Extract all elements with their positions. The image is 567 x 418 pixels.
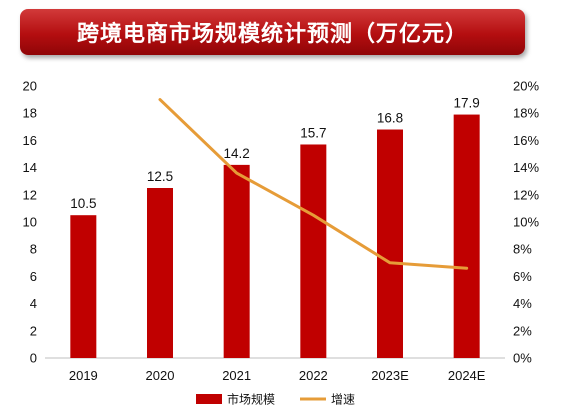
right-axis-tick-label: 12% [513, 187, 539, 202]
chart-axes: 0 2 4 6 8 10 12 14 16 18 20 0% 2% 4% 6% 8% 10% 12% 14% 16% 1… [23, 79, 540, 384]
right-axis-tick-label: 16% [513, 133, 539, 148]
data-label: 10.5 [70, 196, 96, 211]
bar-2021 [223, 164, 250, 358]
x-axis-tick-label: 2024E [448, 368, 486, 383]
x-axis-tick-label: 2023E [371, 368, 409, 383]
growth-line-series [158, 98, 469, 270]
left-axis-tick-label: 18 [23, 106, 37, 121]
data-label: 15.7 [300, 125, 326, 140]
x-axis-tick-label: 2020 [146, 368, 175, 383]
left-axis-tick-label: 20 [23, 79, 37, 94]
growth-line [158, 98, 469, 270]
right-axis-tick-label: 4% [513, 296, 532, 311]
bar-2023E [377, 129, 403, 358]
chart-title: 跨境电商市场规模统计预测（万亿元） [76, 22, 468, 47]
data-label: 17.9 [454, 96, 480, 111]
x-axis-tick-label: 2021 [222, 368, 251, 383]
bar-2019 [70, 215, 97, 358]
data-labels: 10.5 12.5 14.2 15.7 16.8 17.9 [70, 96, 480, 212]
title-banner: 跨境电商市场规模统计预测（万亿元） [20, 9, 525, 55]
right-axis-tick-label: 0% [513, 351, 532, 366]
right-axis-tick-label: 2% [513, 323, 532, 338]
left-axis-tick-label: 16 [23, 133, 37, 148]
x-axis-tick-label: 2019 [69, 368, 98, 383]
left-axis-tick-label: 6 [30, 269, 37, 284]
left-axis-tick-label: 4 [30, 296, 37, 311]
left-axis-tick-label: 12 [23, 187, 37, 202]
right-axis-tick-label: 8% [513, 242, 532, 257]
legend: 市场规模 增速 [196, 392, 355, 407]
bar-2024E [453, 114, 480, 358]
legend-swatch-bar [196, 394, 222, 404]
data-label: 16.8 [377, 111, 403, 126]
data-label: 12.5 [147, 169, 173, 184]
data-label: 14.2 [224, 146, 250, 161]
bar-2020 [147, 188, 173, 358]
bar-2022 [300, 144, 327, 358]
bar-series [70, 114, 480, 358]
legend-label: 市场规模 [227, 392, 275, 407]
legend-label: 增速 [331, 393, 355, 407]
right-axis-tick-label: 10% [513, 215, 539, 230]
left-axis-tick-label: 14 [23, 160, 37, 175]
right-axis-tick-label: 20% [513, 79, 539, 94]
left-axis-tick-label: 10 [23, 215, 37, 230]
right-axis-tick-label: 6% [513, 269, 532, 284]
left-axis-tick-label: 0 [30, 351, 37, 366]
left-axis-tick-label: 2 [30, 323, 37, 338]
x-axis-tick-label: 2022 [299, 368, 328, 383]
right-axis-tick-label: 18% [513, 106, 539, 121]
right-axis-tick-label: 14% [513, 160, 539, 175]
left-axis-tick-label: 8 [30, 242, 37, 257]
